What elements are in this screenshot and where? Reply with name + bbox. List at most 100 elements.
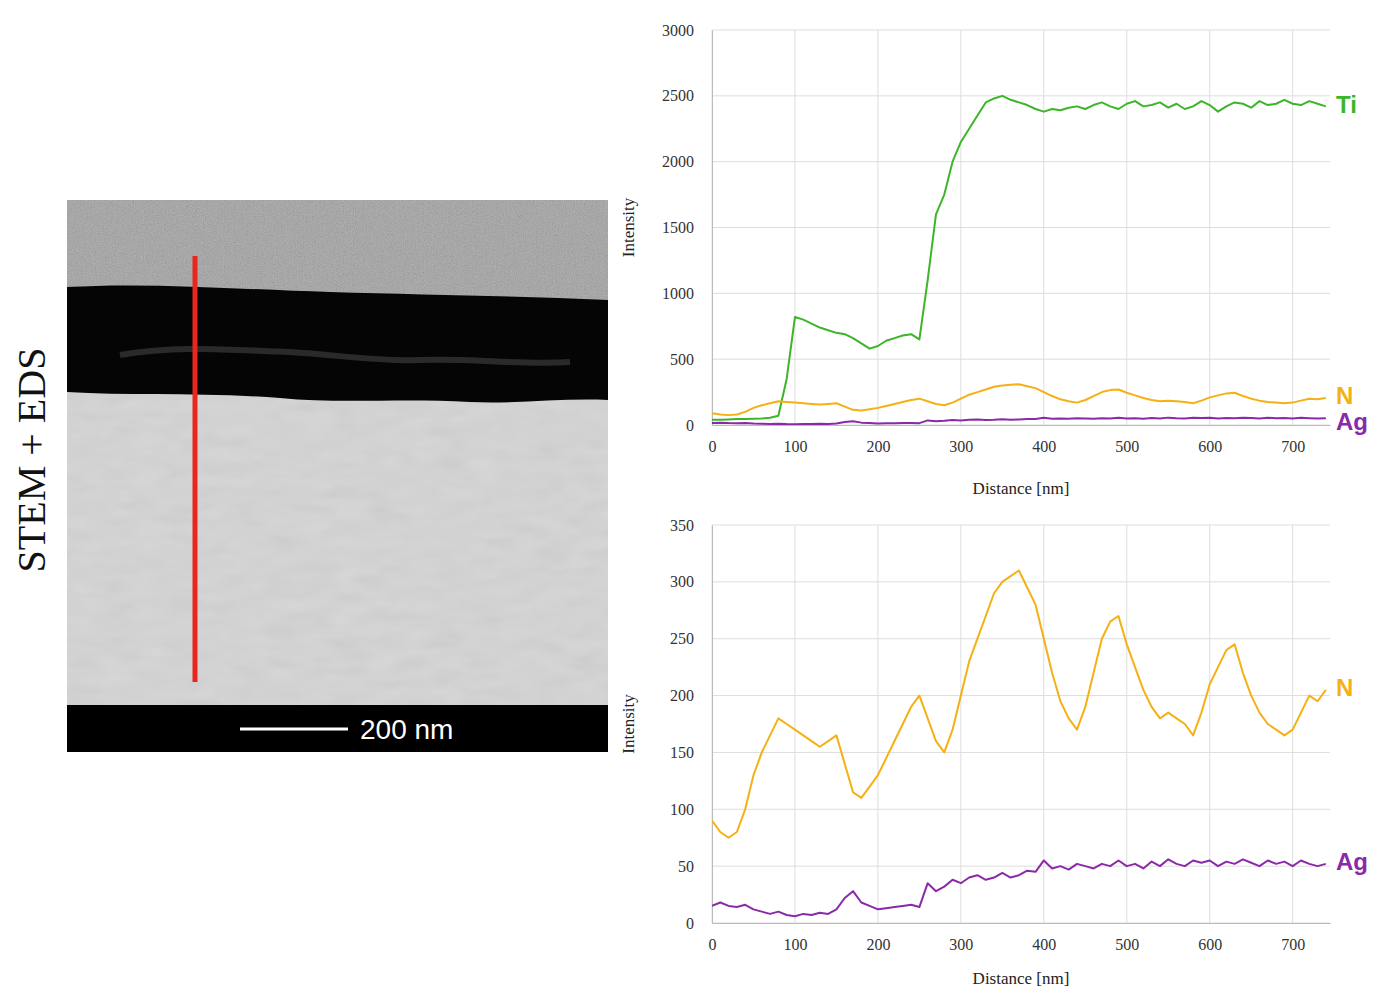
tick-label: 2000 <box>662 153 694 170</box>
tick-label: 1000 <box>662 285 694 302</box>
tick: 700 <box>1281 425 1305 455</box>
figure: 200 nmSTEM + EDS010020030040050060070005… <box>0 0 1386 1000</box>
chart-panel: 0 100 200 300 400 500 600 7000 500 1000 1500 2000 25… <box>619 22 1368 498</box>
tick-label: 200 <box>866 936 890 953</box>
axis-line <box>712 31 713 426</box>
grid-line-y <box>712 95 1330 96</box>
grid-line-y <box>712 30 1330 31</box>
tick: 150 <box>670 744 712 761</box>
top-layer <box>67 200 608 300</box>
tick: 400 <box>1032 923 1056 953</box>
image-label: STEM + EDS <box>9 348 54 573</box>
series-label: N <box>1336 674 1353 701</box>
tick: 2000 <box>662 153 712 170</box>
stem-image: 200 nm <box>67 200 608 752</box>
tick-label: 0 <box>709 438 717 455</box>
grid-line-x <box>1292 525 1293 923</box>
grid-line-y <box>712 695 1330 696</box>
series-line <box>712 418 1326 425</box>
coating-streak <box>120 349 570 363</box>
scale-bar-band <box>67 705 608 752</box>
tick-label: 300 <box>670 573 694 590</box>
tick: 300 <box>670 573 712 590</box>
tick-label: 300 <box>949 438 973 455</box>
tick: 3000 <box>662 22 712 39</box>
y-axis: 050010001500200025003000 <box>662 22 713 434</box>
tick-label: 2500 <box>662 87 694 104</box>
series-line <box>712 96 1326 420</box>
tick: 50 <box>678 858 712 875</box>
top-layer-noise <box>67 200 608 300</box>
tick-label: 600 <box>1198 438 1222 455</box>
tick: 0 <box>709 425 717 455</box>
tick-label: 600 <box>1198 936 1222 953</box>
grid-line-x <box>712 30 713 425</box>
tick-label: 3000 <box>662 22 694 39</box>
axis-line <box>713 425 1331 426</box>
tick: 600 <box>1198 425 1222 455</box>
tick: 500 <box>1115 425 1139 455</box>
tick: 2500 <box>662 87 712 104</box>
substrate-texture <box>67 390 608 705</box>
tick: 300 <box>949 425 973 455</box>
tick: 700 <box>1281 923 1305 953</box>
tick: 100 <box>670 801 712 818</box>
tick-label: 400 <box>1032 438 1056 455</box>
grid-line-y <box>712 581 1330 582</box>
grid-line-x <box>960 525 961 923</box>
tick: 350 <box>670 517 712 534</box>
series-line <box>712 570 1326 837</box>
grid-line-x <box>1126 525 1127 923</box>
grid-line-y <box>712 752 1330 753</box>
legend: N Ag <box>1336 674 1368 875</box>
grid-line-x <box>877 525 878 923</box>
tick-label: 200 <box>866 438 890 455</box>
x-axis-title: Distance [nm] <box>973 969 1070 988</box>
tick-label: 500 <box>1115 438 1139 455</box>
tick: 600 <box>1198 923 1222 953</box>
grid <box>712 525 1330 923</box>
series-label: Ag <box>1336 408 1368 435</box>
tick-label: 400 <box>1032 936 1056 953</box>
grid <box>712 30 1330 425</box>
tick-label: 350 <box>670 517 694 534</box>
tick-label: 0 <box>686 915 694 932</box>
tick: 1000 <box>662 285 712 302</box>
tick: 250 <box>670 630 712 647</box>
axis-line <box>712 526 713 924</box>
x-axis: 0 100 200 300 400 500 600 700 <box>709 923 1331 953</box>
x-axis: 0 100 200 300 400 500 600 700 <box>709 425 1331 455</box>
series-label: Ag <box>1336 848 1368 875</box>
tick: 100 <box>783 425 807 455</box>
grid-line-x <box>712 525 713 923</box>
tick-label: 200 <box>670 687 694 704</box>
tick-label: 1500 <box>662 219 694 236</box>
tick: 100 <box>783 923 807 953</box>
tick-label: 500 <box>1115 936 1139 953</box>
series-lines <box>712 96 1326 424</box>
tick-label: 100 <box>783 438 807 455</box>
series-label: Ti <box>1336 91 1357 118</box>
y-axis: 0 50 100 150 200 250 300 350 <box>670 517 713 932</box>
grid-line-y <box>712 809 1330 810</box>
tick-label: 0 <box>709 936 717 953</box>
tick: 300 <box>949 923 973 953</box>
grid-line-y <box>712 161 1330 162</box>
grid-line-y <box>712 866 1330 867</box>
scale-bar <box>240 728 348 731</box>
tick-label: 50 <box>678 858 694 875</box>
coating-layer <box>67 285 608 402</box>
y-axis-title: Intensity <box>619 197 638 257</box>
tick-label: 100 <box>670 801 694 818</box>
tick: 0 <box>686 915 712 932</box>
scale-bar-label: 200 nm <box>360 714 453 745</box>
legend: TiNAg <box>1336 91 1368 436</box>
tick: 500 <box>1115 923 1139 953</box>
tick: 200 <box>866 923 890 953</box>
grid-line-y <box>712 525 1330 526</box>
axis-line <box>713 923 1331 924</box>
series-lines <box>712 570 1326 916</box>
tick-label: 300 <box>949 936 973 953</box>
tick-label: 250 <box>670 630 694 647</box>
grid-line-x <box>1043 525 1044 923</box>
